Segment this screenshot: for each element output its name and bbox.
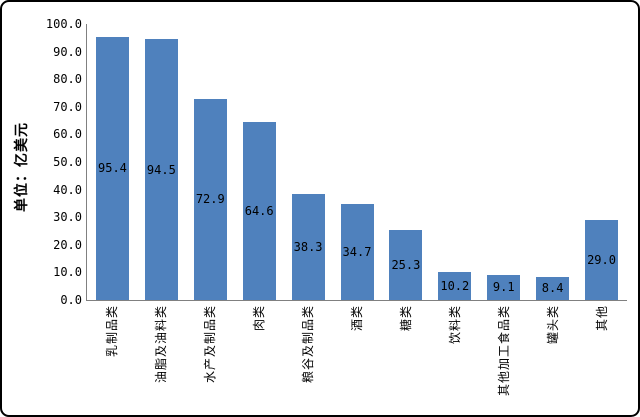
y-tick-label: 100.0 (45, 17, 82, 31)
y-tick-label: 90.0 (53, 44, 82, 59)
bar-value-label: 10.2 (440, 278, 470, 293)
bar-value-label: 72.9 (195, 192, 225, 207)
bar: 9.1 (487, 274, 521, 300)
bar-value-label: 25.3 (391, 258, 421, 273)
bar: 8.4 (536, 276, 570, 300)
category-label: 酒类 (350, 305, 364, 332)
bar-value-label: 94.5 (146, 162, 176, 177)
y-tick-label: 30.0 (53, 210, 82, 225)
y-tick-label: 50.0 (53, 155, 82, 169)
bar-value-label: 34.7 (342, 245, 372, 260)
bar: 29.0 (585, 219, 619, 300)
bar: 64.6 (242, 121, 276, 300)
category-label: 罐头类 (545, 305, 560, 345)
category-label: 糖类 (398, 305, 413, 332)
category-label: 油脂及油料类 (154, 305, 169, 384)
category-label: 粮谷及制品类 (301, 305, 316, 384)
y-tick-label: 80.0 (53, 72, 82, 87)
category-label: 其他加工食品类 (496, 305, 511, 397)
y-tick-label: 70.0 (53, 99, 82, 114)
bar: 10.2 (438, 271, 472, 300)
bar-value-label: 29.0 (587, 252, 616, 267)
bar: 25.3 (389, 230, 423, 300)
bar-value-label: 8.4 (541, 281, 564, 296)
bar-value-label: 9.1 (492, 280, 515, 295)
category-label: 饮料类 (447, 305, 462, 345)
y-tick-label: 40.0 (53, 182, 82, 197)
y-axis-line (86, 24, 87, 301)
bar: 95.4 (95, 36, 129, 300)
bar: 34.7 (340, 204, 374, 300)
x-axis-line (86, 300, 627, 301)
bar: 72.9 (193, 98, 227, 300)
y-tick-label: 0.0 (60, 293, 82, 307)
bar: 94.5 (144, 39, 178, 300)
category-label: 其他 (594, 305, 609, 332)
category-label: 水产及制品类 (203, 305, 218, 384)
y-tick-label: 20.0 (53, 237, 82, 252)
category-label: 肉类 (252, 305, 267, 332)
bar: 38.3 (291, 194, 325, 300)
y-tick-label: 60.0 (53, 127, 82, 142)
category-label: 乳制品类 (105, 305, 120, 358)
bar-value-label: 95.4 (98, 161, 127, 176)
bar-value-label: 38.3 (293, 240, 323, 255)
y-tick-label: 10.0 (53, 265, 82, 280)
y-axis-title: 单位：亿美元 (14, 122, 30, 212)
bar-value-label: 64.6 (244, 203, 274, 218)
